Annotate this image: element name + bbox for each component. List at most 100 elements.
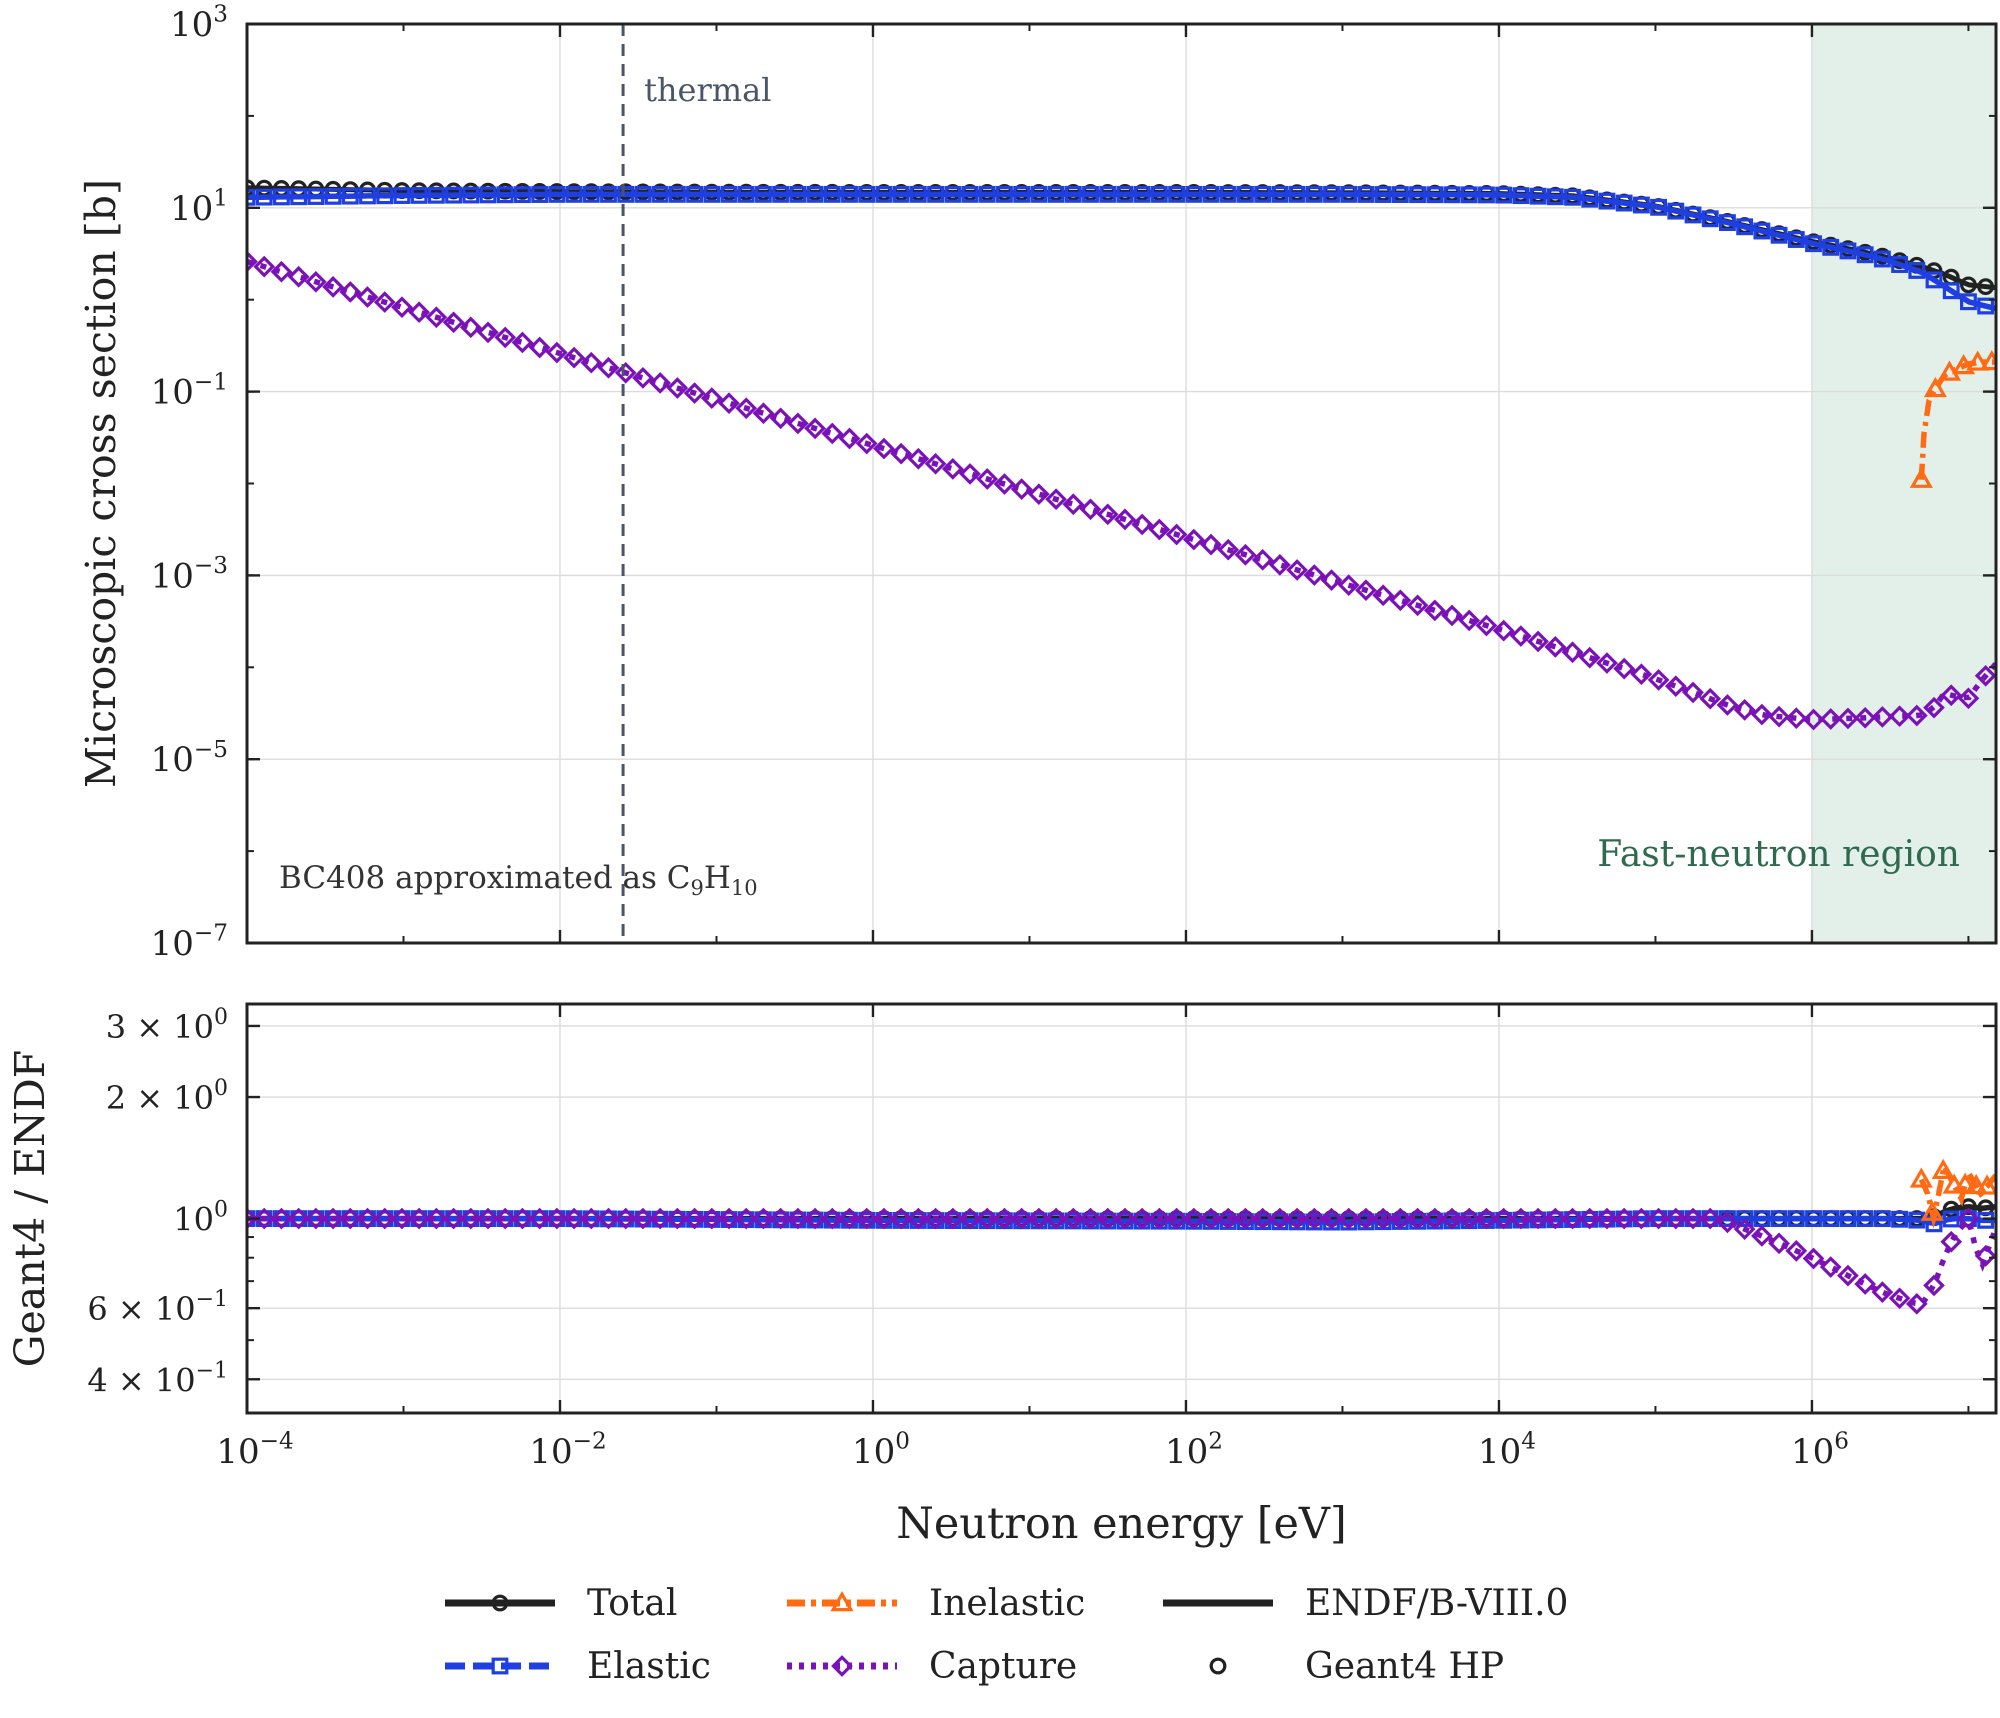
marker-elastic-100 <box>1960 293 1977 311</box>
marker-capture-48 <box>1062 493 1085 516</box>
marker-inelastic-1 <box>1923 376 1947 398</box>
ratio-marker-inelastic-4 <box>1953 1172 1977 1193</box>
marker-elastic-32 <box>789 185 807 203</box>
marker-elastic-20 <box>582 185 600 203</box>
marker-capture-39 <box>907 447 930 470</box>
bottom-ytick-label-2: 100 <box>173 1198 228 1239</box>
marker-capture-84 <box>1682 681 1704 704</box>
ratio-marker-capture-66 <box>1372 1207 1394 1230</box>
ratio-marker-capture-81 <box>1630 1207 1653 1230</box>
marker-capture-12 <box>442 311 465 334</box>
ratio-marker-capture-83 <box>1664 1207 1687 1230</box>
marker-capture-13 <box>459 316 482 339</box>
ratio-marker-capture-2 <box>270 1207 293 1230</box>
marker-capture-32 <box>787 412 809 435</box>
marker-capture-29 <box>735 397 758 420</box>
marker-capture-59 <box>1251 548 1274 571</box>
marker-capture-61 <box>1286 559 1308 581</box>
marker-elastic-45 <box>1013 185 1031 203</box>
marker-capture-88 <box>1751 703 1773 726</box>
ratio-marker-capture-60 <box>1269 1207 1291 1230</box>
ratio-marker-capture-14 <box>477 1207 499 1230</box>
marker-capture-95 <box>1871 706 1894 728</box>
ratio-marker-capture-12 <box>442 1207 465 1230</box>
ratio-markers-inelastic <box>1909 1158 1996 1221</box>
ratio-marker-inelastic-6 <box>1975 1174 1996 1195</box>
marker-elastic-71 <box>1460 186 1478 204</box>
marker-elastic-9 <box>393 187 411 204</box>
marker-capture-100 <box>1957 687 1980 710</box>
legend-label: Elastic <box>587 1646 711 1687</box>
marker-elastic-68 <box>1409 186 1427 204</box>
marker-capture-30 <box>752 402 775 425</box>
marker-elastic-4 <box>307 188 325 205</box>
marker-capture-3 <box>287 265 310 288</box>
xtick-label-4: 104 <box>1478 1429 1536 1472</box>
marker-elastic-76 <box>1546 188 1564 206</box>
ratio-marker-capture-39 <box>907 1207 930 1230</box>
marker-capture-101 <box>1974 664 1996 687</box>
top-ytick-label-5: 10−7 <box>151 921 228 964</box>
legend-label: Capture <box>929 1646 1077 1687</box>
marker-elastic-38 <box>892 185 910 203</box>
ratio-marker-capture-75 <box>1527 1207 1549 1230</box>
marker-elastic-87 <box>1736 218 1754 236</box>
ratio-marker-capture-82 <box>1647 1207 1670 1230</box>
marker-capture-45 <box>1010 478 1033 500</box>
marker-elastic-36 <box>858 185 876 203</box>
marker-elastic-2 <box>273 188 290 206</box>
marker-capture-71 <box>1458 609 1481 632</box>
ratio-marker-capture-25 <box>666 1207 689 1230</box>
marker-capture-24 <box>649 372 671 394</box>
ratio-marker-capture-85 <box>1699 1207 1722 1230</box>
ratio-marker-capture-77 <box>1561 1207 1584 1230</box>
bottom-series-group <box>247 1158 1996 1315</box>
marker-elastic-49 <box>1082 185 1099 203</box>
marker-capture-99 <box>1940 684 1963 707</box>
marker-capture-41 <box>941 458 964 480</box>
ratio-marker-capture-94 <box>1854 1273 1876 1295</box>
marker-elastic-75 <box>1529 187 1547 205</box>
ratio-marker-elastic-91 <box>1805 1210 1822 1228</box>
ratio-marker-capture-87 <box>1733 1218 1756 1240</box>
marker-elastic-15 <box>496 186 514 204</box>
marker-capture-94 <box>1854 706 1876 729</box>
marker-elastic-62 <box>1305 185 1323 203</box>
series-markers-inelastic <box>1909 349 1996 488</box>
marker-elastic-73 <box>1495 186 1513 204</box>
top-ytick-label-1: 101 <box>170 186 228 229</box>
marker-total-0 <box>247 179 256 197</box>
ratio-marker-total-100 <box>1960 1198 1977 1216</box>
marker-capture-21 <box>597 356 620 379</box>
ratio-marker-elastic-101 <box>1977 1211 1995 1229</box>
marker-capture-1 <box>253 255 276 278</box>
ratio-marker-capture-48 <box>1062 1207 1085 1230</box>
marker-capture-15 <box>494 326 517 349</box>
marker-elastic-21 <box>600 185 617 203</box>
legend-marker <box>1209 1657 1227 1675</box>
marker-capture-35 <box>838 427 861 450</box>
ratio-marker-capture-13 <box>459 1207 482 1230</box>
marker-capture-49 <box>1079 498 1102 521</box>
marker-elastic-17 <box>531 186 549 203</box>
ratio-marker-inelastic-0 <box>1909 1167 1933 1188</box>
legend-item-endf-b-viii-0: ENDF/B-VIII.0 <box>1163 1583 1568 1624</box>
legend-label: Geant4 HP <box>1305 1646 1504 1687</box>
ratio-marker-capture-99 <box>1940 1230 1963 1253</box>
ratio-marker-capture-18 <box>546 1207 568 1230</box>
marker-elastic-33 <box>806 185 824 203</box>
top-ylabel: Microscopic cross section [b] <box>77 179 125 788</box>
marker-elastic-85 <box>1701 210 1719 228</box>
ratio-marker-elastic-96 <box>1891 1210 1909 1228</box>
ratio-marker-capture-64 <box>1337 1207 1360 1230</box>
marker-elastic-26 <box>686 185 703 203</box>
ratio-marker-capture-89 <box>1768 1232 1790 1255</box>
ratio-marker-elastic-95 <box>1873 1210 1891 1228</box>
fast-neutron-shading <box>1811 24 1996 943</box>
marker-elastic-34 <box>823 185 841 203</box>
marker-capture-89 <box>1768 705 1790 728</box>
ratio-marker-capture-68 <box>1406 1207 1429 1230</box>
ratio-marker-capture-0 <box>247 1207 258 1230</box>
marker-elastic-56 <box>1202 185 1220 203</box>
